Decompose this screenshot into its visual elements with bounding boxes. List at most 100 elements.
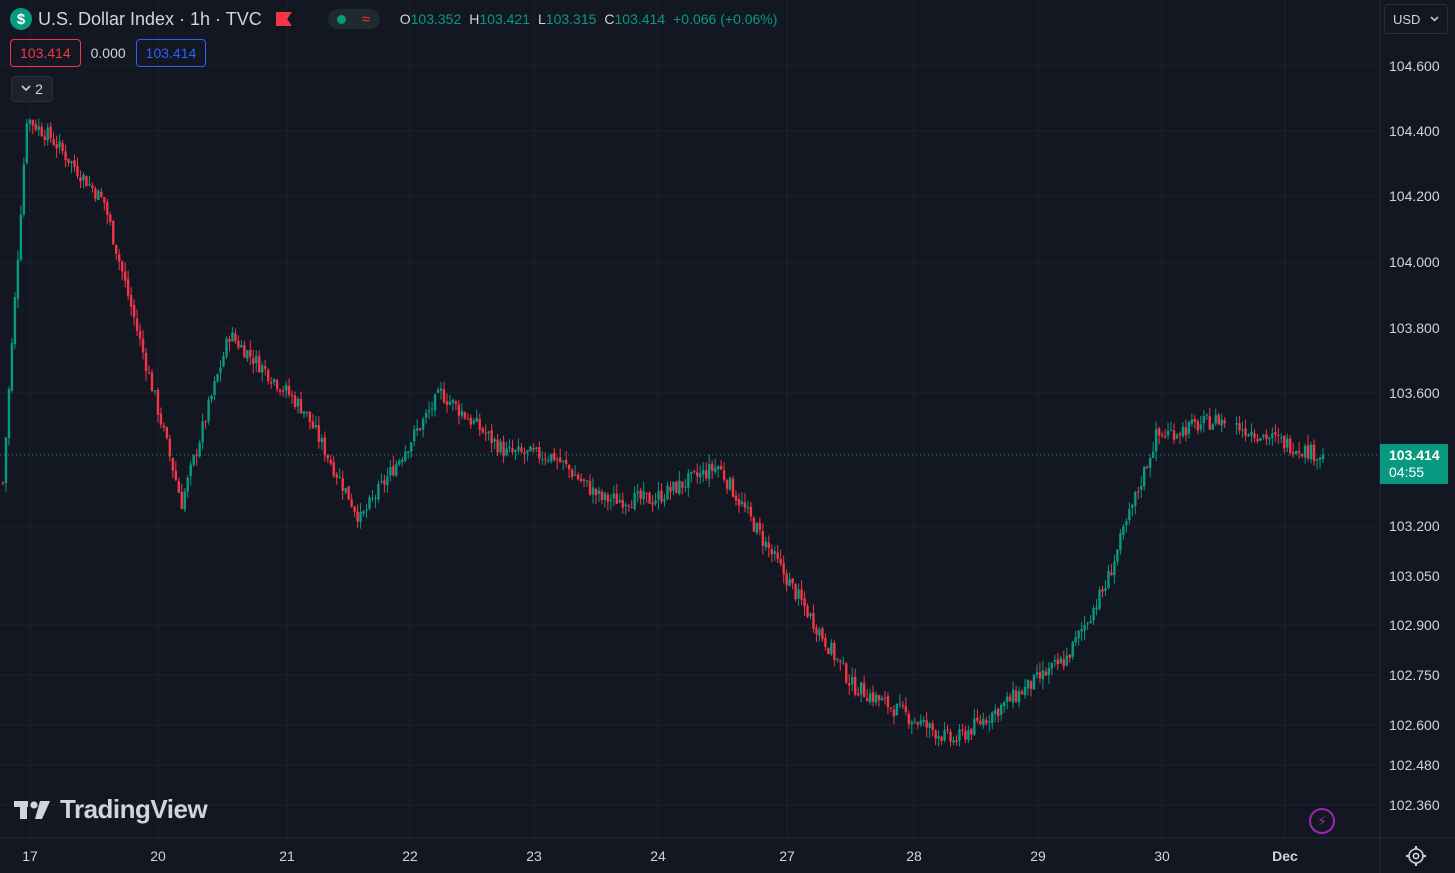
sell-price-button[interactable]: 103.414 xyxy=(10,39,81,67)
candle-body xyxy=(359,511,362,523)
candle-body xyxy=(865,697,869,702)
candle-body xyxy=(615,493,619,504)
candle-body xyxy=(907,713,911,724)
currency-selector[interactable]: USD xyxy=(1384,4,1448,34)
candle-body xyxy=(630,507,633,509)
candle-body xyxy=(988,721,991,723)
candle-body xyxy=(517,446,520,451)
candle-body xyxy=(755,523,759,533)
candle-body xyxy=(67,158,70,163)
candle-body xyxy=(922,719,925,722)
candle-body xyxy=(547,460,550,462)
candle-body xyxy=(338,476,341,478)
candle-body xyxy=(1184,427,1188,436)
candle-body xyxy=(192,455,195,465)
candle-body xyxy=(1166,430,1170,436)
candle-body xyxy=(773,551,776,554)
candle-body xyxy=(868,693,872,703)
tradingview-logo[interactable]: TradingView xyxy=(14,794,208,825)
candle-body xyxy=(91,185,94,189)
candle-body xyxy=(895,704,899,716)
price-tick-label: 104.200 xyxy=(1389,188,1440,204)
candle-body xyxy=(314,424,318,428)
candle-body xyxy=(40,126,43,137)
candle-body xyxy=(904,706,908,713)
candle-body xyxy=(383,480,386,485)
candle-body xyxy=(502,442,505,457)
candle-body xyxy=(645,492,648,494)
ohlc-key: L xyxy=(537,11,546,27)
last-price-label: 103.414 04:55 xyxy=(1380,444,1448,484)
candle-body xyxy=(496,439,499,453)
candle-body xyxy=(1262,435,1265,437)
price-tick-label: 104.400 xyxy=(1389,123,1440,139)
candle-body xyxy=(368,497,371,509)
candle-body xyxy=(183,491,186,510)
indicators-collapse-button[interactable]: 2 xyxy=(11,76,53,102)
candle-body xyxy=(1289,438,1292,453)
candle-body xyxy=(377,483,380,500)
ohlc-item: H103.421 xyxy=(469,11,530,27)
candle-body xyxy=(734,495,738,501)
candle-body xyxy=(210,395,213,400)
candle-body xyxy=(1137,491,1140,493)
candle-body xyxy=(448,401,452,405)
candle-body xyxy=(785,573,788,586)
candle-body xyxy=(815,627,818,635)
market-status-pill[interactable]: ≈ xyxy=(327,9,380,29)
candle-body xyxy=(767,542,770,548)
candle-body xyxy=(430,408,434,410)
ohlc-item: C103.414 xyxy=(604,11,665,27)
candle-body xyxy=(129,295,133,307)
candle-body xyxy=(564,460,568,464)
candle-body xyxy=(162,425,166,428)
symbol-title[interactable]: U.S. Dollar Index · 1h · TVC xyxy=(38,8,262,29)
candle-body xyxy=(407,451,410,453)
candle-body xyxy=(457,404,461,416)
spread-value: 0.000 xyxy=(90,45,126,61)
buy-price-button[interactable]: 103.414 xyxy=(135,39,207,67)
chevron-down-icon xyxy=(1430,16,1439,22)
lightning-icon[interactable]: ⚡ xyxy=(1309,808,1335,834)
candle-body xyxy=(1068,654,1071,658)
candle-body xyxy=(699,473,702,478)
candle-body xyxy=(934,730,937,739)
candle-body xyxy=(487,431,490,434)
candle-body xyxy=(827,647,830,655)
candle-body xyxy=(1250,431,1253,436)
candle-body xyxy=(478,419,481,430)
flag-icon[interactable] xyxy=(275,12,292,26)
candle-body xyxy=(1202,416,1206,424)
candle-body xyxy=(600,491,604,501)
candle-body xyxy=(702,469,705,475)
candle-body xyxy=(186,477,189,492)
candle-body xyxy=(559,457,562,462)
candle-body xyxy=(82,174,85,181)
candle-body xyxy=(612,493,616,499)
candle-body xyxy=(76,166,79,177)
candle-body xyxy=(153,390,157,392)
candle-body xyxy=(901,705,905,707)
candle-body xyxy=(281,390,285,392)
candle-body xyxy=(246,350,249,359)
candle-body xyxy=(252,358,255,364)
candle-body xyxy=(293,395,297,407)
candle-body xyxy=(243,345,246,358)
settings-gear-icon[interactable] xyxy=(1404,844,1428,868)
candle-body xyxy=(535,447,538,450)
candle-body xyxy=(758,522,762,530)
candle-body xyxy=(603,493,607,500)
candle-body xyxy=(1303,445,1307,458)
candle-body xyxy=(800,589,803,600)
candle-body xyxy=(958,729,961,741)
candle-body xyxy=(228,339,231,342)
candle-body xyxy=(73,160,76,168)
candle-body xyxy=(410,442,413,452)
candle-body xyxy=(740,501,744,505)
ohlc-item: L103.315 xyxy=(538,11,596,27)
candle-body xyxy=(1062,659,1065,667)
candle-body xyxy=(794,584,797,600)
candle-body xyxy=(341,478,344,491)
candle-body xyxy=(889,707,893,709)
